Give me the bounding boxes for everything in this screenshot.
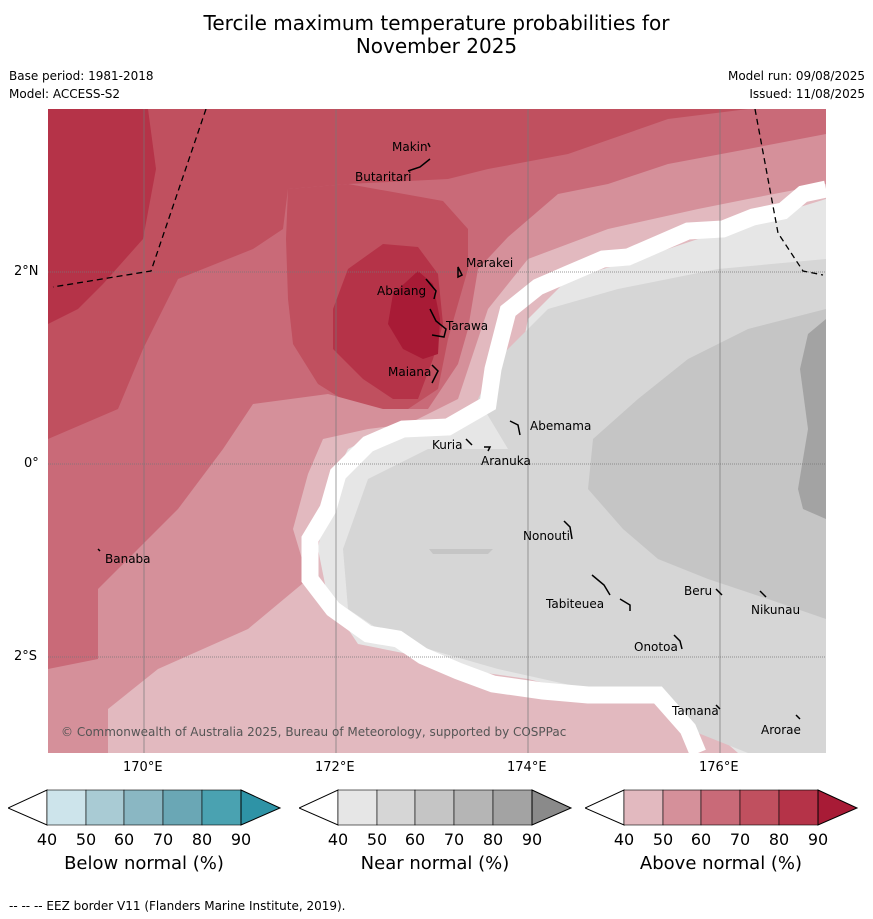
tabiteuea-north-coast <box>591 574 611 596</box>
beru-coast <box>715 588 723 596</box>
tick-above-40: 40 <box>614 830 634 849</box>
colorbar-below-label: Below normal (%) <box>64 853 224 874</box>
label-kuria: Kuria <box>432 438 463 452</box>
colorbar-below-normal: 40 50 60 70 80 90 <box>8 789 282 849</box>
tick-near-70: 70 <box>444 830 464 849</box>
tick-below-80: 80 <box>192 830 212 849</box>
nikunau-coast <box>759 590 767 598</box>
tick-above-70: 70 <box>730 830 750 849</box>
lat-label-0: 0° <box>24 456 39 471</box>
model-run: Model run: 09/08/2025 <box>727 69 865 83</box>
title-line-2: November 2025 <box>355 34 518 58</box>
label-onotoa: Onotoa <box>634 640 678 654</box>
butaritari-coast <box>407 158 431 172</box>
label-tabiteuea: Tabiteuea <box>545 597 604 611</box>
tick-near-50: 50 <box>367 830 387 849</box>
arorae-coast <box>795 714 801 720</box>
eez-border <box>52 109 824 288</box>
label-tamana: Tamana <box>671 704 719 718</box>
tamana-coast <box>715 704 721 710</box>
colorbar-above-label: Above normal (%) <box>639 853 803 874</box>
tick-below-90: 90 <box>231 830 251 849</box>
above-90-tarawa <box>388 271 440 359</box>
near-80-region <box>798 319 826 519</box>
lat-label-2n: 2°N <box>14 264 39 279</box>
island-coastlines <box>97 142 801 720</box>
tick-above-50: 50 <box>653 830 673 849</box>
lon-label-174e: 174°E <box>507 760 547 775</box>
meta-left: Base period: 1981-2018 Model: ACCESS-S2 <box>9 67 154 103</box>
tick-near-60: 60 <box>405 830 425 849</box>
tick-above-80: 80 <box>769 830 789 849</box>
tick-near-90: 90 <box>522 830 542 849</box>
tick-above-90: 90 <box>808 830 828 849</box>
label-makin: Makin <box>392 140 428 154</box>
marakei-coast <box>457 266 464 279</box>
issued-date: Issued: 11/08/2025 <box>749 87 865 101</box>
lon-label-172e: 172°E <box>315 760 355 775</box>
maiana-coast <box>431 364 439 384</box>
gridlines <box>48 109 826 753</box>
abaiang-coast <box>425 278 437 300</box>
label-banaba: Banaba <box>105 552 151 566</box>
kuria-coast <box>465 438 473 446</box>
near-sliver <box>429 549 493 554</box>
label-tarawa: Tarawa <box>445 319 488 333</box>
colorbar-near-normal: 40 50 60 70 80 90 <box>299 789 573 849</box>
above-80-region-west <box>48 109 156 324</box>
lon-label-170e: 170°E <box>123 760 163 775</box>
label-nikunau: Nikunau <box>751 603 800 617</box>
label-abemama: Abemama <box>530 419 591 433</box>
base-period: Base period: 1981-2018 <box>9 69 154 83</box>
label-butaritari: Butaritari <box>355 170 412 184</box>
label-beru: Beru <box>684 584 712 598</box>
aranuka-coast <box>484 446 492 452</box>
copyright-notice: © Commonwealth of Australia 2025, Bureau… <box>61 725 566 739</box>
tick-above-60: 60 <box>691 830 711 849</box>
tick-below-40: 40 <box>37 830 57 849</box>
tick-near-80: 80 <box>483 830 503 849</box>
label-marakei: Marakei <box>466 256 513 270</box>
colorbar-above-normal: 40 50 60 70 80 90 <box>585 789 859 849</box>
colorbar-near-label: Near normal (%) <box>360 853 510 874</box>
meta-right: Model run: 09/08/2025 Issued: 11/08/2025 <box>728 67 865 103</box>
tarawa-coast <box>429 308 447 338</box>
lat-label-2s: 2°S <box>14 649 38 664</box>
label-nonouti: Nonouti <box>523 529 570 543</box>
nonouti-coast <box>563 520 573 540</box>
abemama-coast <box>509 420 521 436</box>
map-title: Tercile maximum temperature probabilitie… <box>0 12 873 58</box>
tick-below-70: 70 <box>153 830 173 849</box>
model-name: Model: ACCESS-S2 <box>9 87 121 101</box>
makin-coast <box>427 142 431 148</box>
banaba-coast <box>97 548 101 552</box>
tick-near-40: 40 <box>328 830 348 849</box>
tick-below-60: 60 <box>114 830 134 849</box>
eez-footnote: -- -- -- EEZ border V11 (Flanders Marine… <box>9 899 346 913</box>
label-abaiang: Abaiang <box>377 284 426 298</box>
label-maiana: Maiana <box>388 365 431 379</box>
tercile-boundary <box>301 180 826 753</box>
onotoa-coast <box>673 634 683 650</box>
lon-label-176e: 176°E <box>699 760 739 775</box>
title-line-1: Tercile maximum temperature probabilitie… <box>203 11 670 35</box>
tick-below-50: 50 <box>76 830 96 849</box>
island-labels: Makin Butaritari Marakei Abaiang Tarawa … <box>105 140 801 737</box>
label-arorae: Arorae <box>761 723 801 737</box>
tabiteuea-south-coast <box>619 598 631 611</box>
label-aranuka: Aranuka <box>481 454 531 468</box>
probability-map: Makin Butaritari Marakei Abaiang Tarawa … <box>48 109 826 753</box>
